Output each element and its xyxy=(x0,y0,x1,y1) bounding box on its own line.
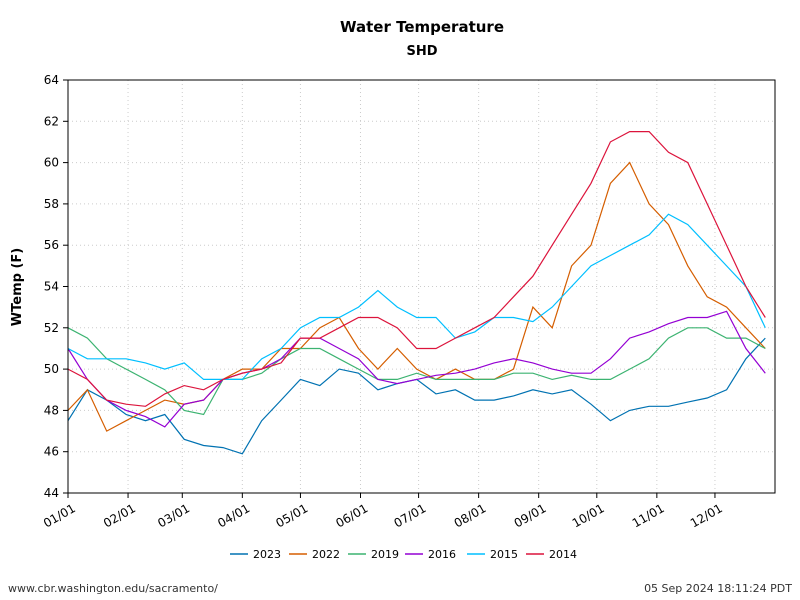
legend-label: 2016 xyxy=(428,548,456,561)
x-tick-label: 04/01 xyxy=(215,501,252,530)
footer-timestamp: 05 Sep 2024 18:11:24 PDT xyxy=(644,582,792,595)
legend-label: 2019 xyxy=(371,548,399,561)
x-tick-label: 10/01 xyxy=(570,501,607,530)
legend-label: 2014 xyxy=(549,548,577,561)
x-tick-label: 08/01 xyxy=(452,501,489,530)
series-lines xyxy=(67,131,766,455)
footer-url[interactable]: www.cbr.washington.edu/sacramento/ xyxy=(8,582,218,595)
x-tick-label: 07/01 xyxy=(392,501,429,530)
y-tick-label: 52 xyxy=(44,321,59,335)
y-tick-label: 64 xyxy=(44,73,59,87)
legend: 2023 2022 2019 2016 2015 2014 xyxy=(230,548,577,561)
y-tick-label: 44 xyxy=(44,486,59,500)
x-tick-label: 12/01 xyxy=(688,501,725,530)
y-tick-label: 60 xyxy=(44,156,59,170)
y-tick-label: 50 xyxy=(44,362,59,376)
series-line-2014 xyxy=(67,131,766,407)
chart-title: Water Temperature xyxy=(340,18,504,36)
y-tick-label: 48 xyxy=(44,403,59,417)
x-tick-label: 05/01 xyxy=(273,501,310,530)
y-tick-label: 54 xyxy=(44,280,59,294)
y-tick-label: 58 xyxy=(44,197,59,211)
chart-subtitle: SHD xyxy=(406,44,437,59)
legend-label: 2015 xyxy=(490,548,518,561)
y-axis: 44 46 48 50 52 54 56 58 60 62 64 xyxy=(44,73,68,500)
x-tick-label: 06/01 xyxy=(333,501,370,530)
x-tick-label: 02/01 xyxy=(101,501,138,530)
x-axis: 01/01 02/01 03/01 04/01 05/01 06/01 07/01 08/01… xyxy=(41,493,725,531)
legend-label: 2022 xyxy=(312,548,340,561)
y-tick-label: 46 xyxy=(44,445,59,459)
y-axis-label: WTemp (F) xyxy=(10,248,25,326)
series-line-2016 xyxy=(67,310,766,428)
legend-label: 2023 xyxy=(253,548,281,561)
series-line-2015 xyxy=(67,213,766,380)
y-tick-label: 62 xyxy=(44,114,59,128)
series-line-2019 xyxy=(67,327,766,416)
x-tick-label: 09/01 xyxy=(512,501,549,530)
series-line-2023 xyxy=(67,337,766,455)
x-tick-label: 01/01 xyxy=(41,501,78,530)
grid xyxy=(67,79,775,494)
x-tick-label: 11/01 xyxy=(630,501,667,530)
y-tick-label: 56 xyxy=(44,238,59,252)
x-tick-label: 03/01 xyxy=(155,501,192,530)
